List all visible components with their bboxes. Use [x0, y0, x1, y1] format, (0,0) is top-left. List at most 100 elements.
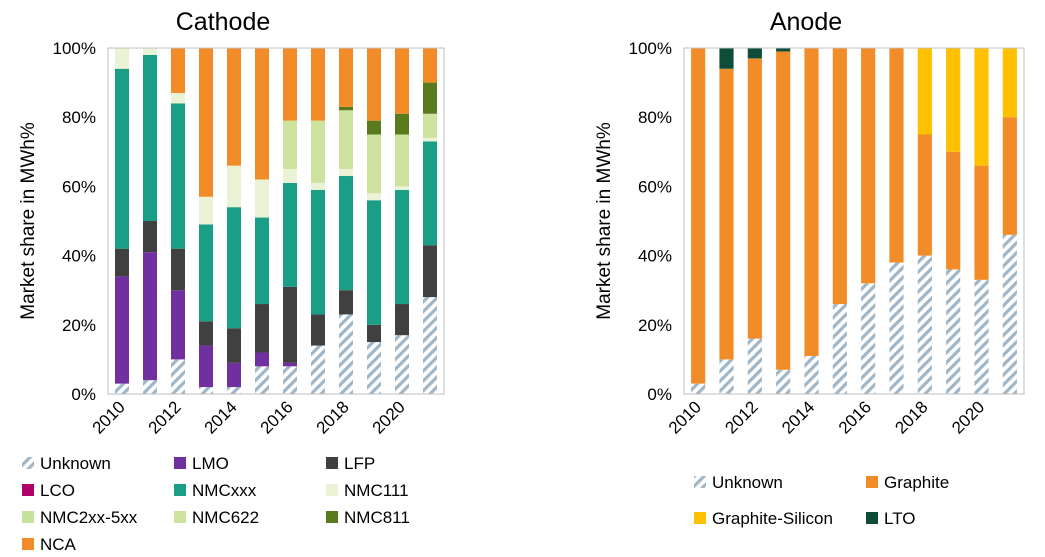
cathode-x-tick: 2012 — [145, 397, 185, 437]
bar-segment-nmc111-2013 — [199, 196, 213, 225]
bar-segment-unknown-2017 — [311, 345, 325, 394]
cathode-y-tick: 80% — [62, 108, 96, 127]
anode-x-ticks: 2010 2012 2014 2016 2018 2020 — [665, 397, 988, 437]
legend-label: NMC622 — [192, 508, 259, 527]
anode-y-tick: 60% — [638, 177, 672, 196]
bar-segment-nca-2020 — [395, 48, 409, 114]
bar-segment-nmc622-2018 — [339, 110, 353, 170]
bar-segment-nmc622-2017 — [311, 120, 325, 183]
bar-segment-lto-2013 — [776, 48, 791, 52]
cathode-x-tick: 2016 — [257, 397, 297, 437]
anode-x-tick: 2012 — [721, 397, 761, 437]
cathode-x-tick: 2020 — [369, 397, 409, 437]
bar-segment-unknown-2014 — [227, 387, 241, 394]
cathode-x-tick: 2014 — [201, 397, 241, 437]
bar-segment-nmcxxx-2012 — [171, 103, 185, 249]
cathode-title: Cathode — [176, 8, 271, 36]
legend-swatch — [22, 457, 34, 469]
bar-segment-nmcxxx-2013 — [199, 224, 213, 322]
bar-segment-unknown-2015 — [255, 366, 269, 394]
anode-x-tick: 2016 — [835, 397, 875, 437]
bar-segment-graphite-2011 — [719, 68, 734, 360]
bar-segment-unknown-2016 — [283, 366, 297, 394]
bar-segment-lfp-2011 — [143, 221, 157, 253]
bar-segment-graphite-2021 — [1002, 117, 1017, 235]
bar-segment-nca-2016 — [283, 48, 297, 121]
bar-segment-nmc111-2017 — [311, 182, 325, 190]
legend-label: Unknown — [712, 473, 783, 492]
bar-segment-unknown-2010 — [115, 383, 129, 394]
legend-label: LCO — [40, 481, 75, 500]
anode-legend: Unknown Graphite Graphite-Silicon LTO — [694, 473, 949, 528]
bar-segment-nca-2018 — [339, 48, 353, 107]
bar-segment-lmo-2013 — [199, 345, 213, 388]
bar-segment-graphite-2018 — [917, 134, 932, 256]
legend-label: Graphite — [884, 473, 949, 492]
bar-segment-lmo-2014 — [227, 362, 241, 388]
bar-segment-unknown-2019 — [946, 269, 961, 394]
bar-segment-nmc811-2018 — [339, 106, 353, 111]
legend-swatch — [694, 476, 706, 488]
cathode-plot-frame — [107, 47, 445, 395]
bar-segment-lmo-2016 — [283, 362, 297, 367]
bar-segment-unknown-2015 — [832, 304, 847, 394]
legend-swatch — [174, 511, 186, 523]
bar-segment-graphite-2020 — [974, 165, 989, 280]
bar-segment-graphite-2019 — [946, 151, 961, 270]
bar-segment-unknown-2014 — [804, 355, 819, 394]
bar-segment-lfp-2013 — [199, 321, 213, 346]
bar-segment-graphite-silicon-2019 — [946, 48, 961, 152]
bar-segment-unknown-2020 — [974, 279, 989, 394]
bar-segment-lmo-2012 — [171, 290, 185, 360]
bar-segment-lto-2011 — [719, 48, 734, 69]
bar-segment-unknown-2021 — [1002, 234, 1017, 394]
bar-segment-nmc622-2020 — [395, 134, 409, 187]
anode-bars — [691, 48, 1017, 394]
cathode-y-axis-label: Market share in MWh% — [18, 122, 39, 320]
legend-swatch — [22, 484, 34, 496]
bar-segment-unknown-2018 — [339, 314, 353, 394]
cathode-legend: Unknown LMO LFP LCO NMCxxx NMC111 NMC2xx… — [22, 454, 410, 554]
legend-label: NCA — [40, 535, 77, 554]
anode-y-tick: 100% — [629, 39, 672, 58]
anode-x-tick: 2020 — [948, 397, 988, 437]
bar-segment-nmc111-2018 — [339, 169, 353, 177]
bar-segment-graphite-2013 — [776, 51, 791, 370]
bar-segment-nmcxxx-2010 — [115, 68, 129, 249]
cathode-x-tick: 2018 — [313, 397, 353, 437]
bar-segment-nmc622-2016 — [283, 120, 297, 170]
bar-segment-nca-2013 — [199, 48, 213, 197]
bar-segment-nca-2021 — [423, 48, 437, 83]
anode-title: Anode — [770, 8, 842, 36]
bar-segment-unknown-2021 — [423, 297, 437, 394]
anode-plot-frame — [683, 47, 1025, 395]
bar-segment-lmo-2015 — [255, 352, 269, 367]
legend-swatch — [22, 511, 34, 523]
bar-segment-nmcxxx-2019 — [367, 200, 381, 325]
bar-segment-lfp-2014 — [227, 328, 241, 363]
legend-label: LFP — [344, 454, 375, 473]
bar-segment-lfp-2015 — [255, 304, 269, 353]
legend-swatch — [22, 538, 34, 550]
bar-segment-graphite-2017 — [889, 48, 904, 263]
bar-segment-nca-2015 — [255, 48, 269, 180]
bar-segment-unknown-2020 — [395, 335, 409, 394]
bar-segment-unknown-2013 — [776, 369, 791, 394]
bar-segment-graphite-2010 — [691, 48, 706, 384]
bar-segment-nmc111-2014 — [227, 165, 241, 208]
bar-segment-lfp-2021 — [423, 245, 437, 298]
anode-y-tick: 80% — [638, 108, 672, 127]
bar-segment-nmc811-2019 — [367, 120, 381, 135]
bar-segment-graphite-2014 — [804, 48, 819, 356]
legend-label: Graphite-Silicon — [712, 509, 833, 528]
bar-segment-nmc622-2019 — [367, 134, 381, 194]
bar-segment-nmc111-2019 — [367, 193, 381, 201]
bar-segment-graphite-2015 — [832, 48, 847, 305]
bar-segment-graphite-2012 — [747, 58, 762, 339]
bar-segment-nmcxxx-2014 — [227, 207, 241, 329]
bar-segment-unknown-2016 — [861, 283, 876, 394]
bar-segment-nmcxxx-2016 — [283, 182, 297, 287]
bar-segment-lfp-2018 — [339, 290, 353, 315]
anode-y-tick: 20% — [638, 316, 672, 335]
